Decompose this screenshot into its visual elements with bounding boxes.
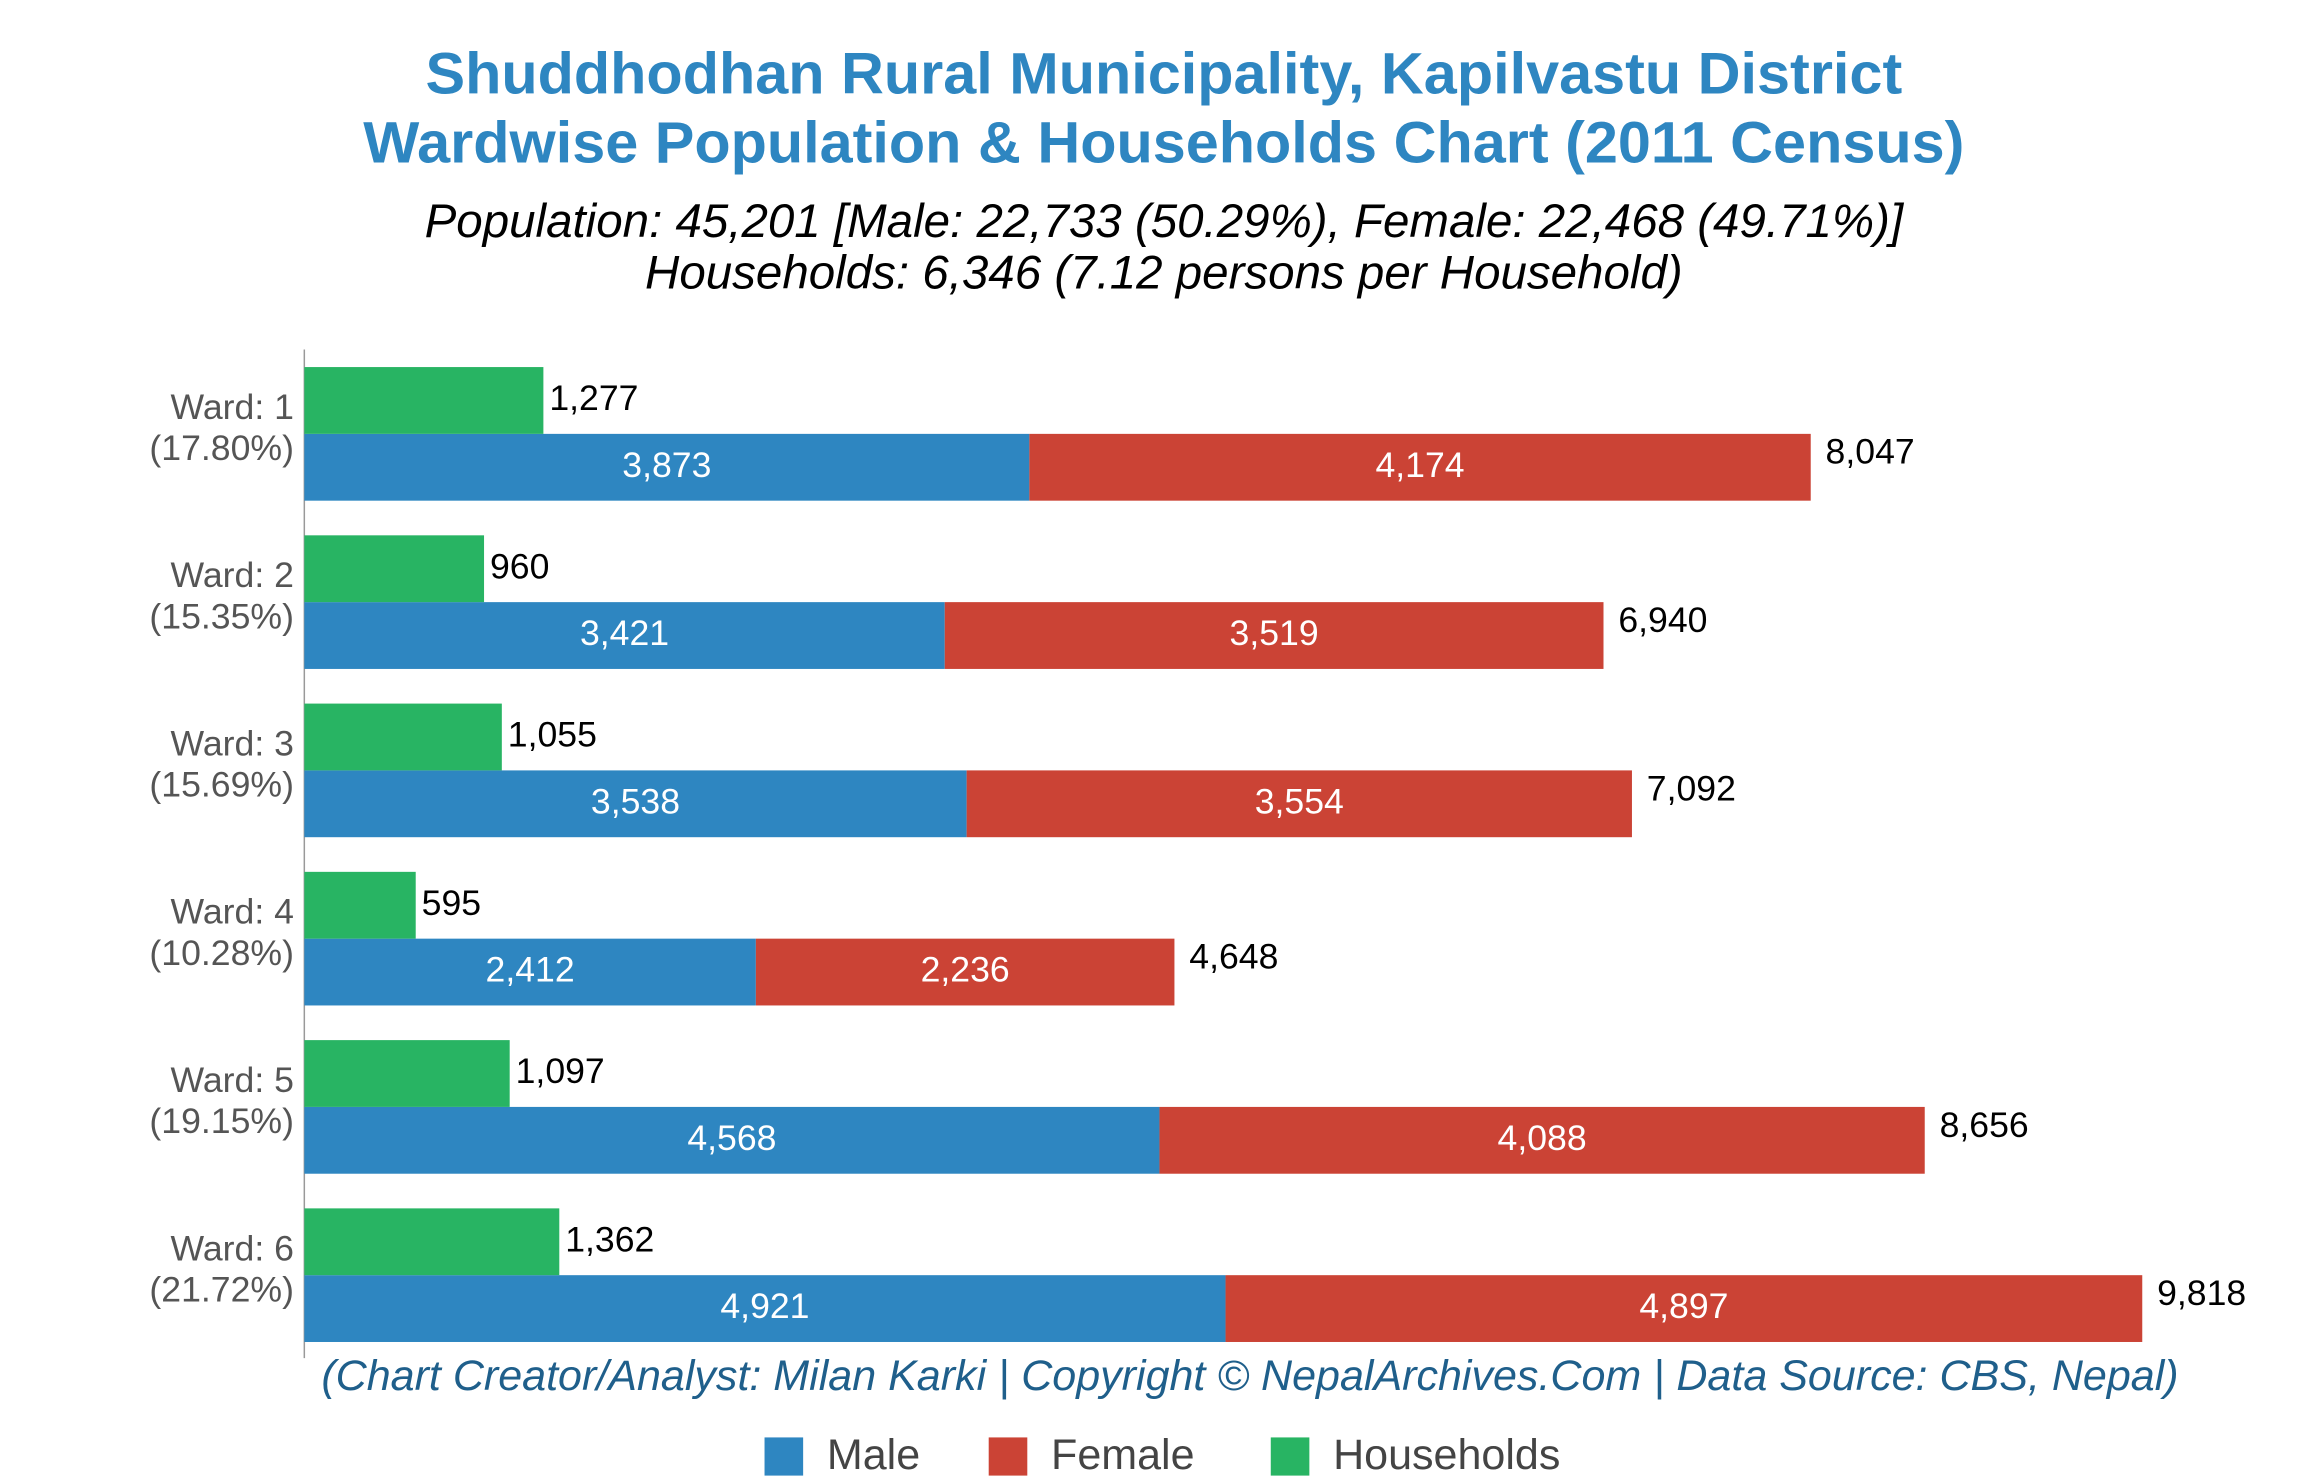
legend-label: Households: [1333, 1431, 1560, 1479]
footer: (Chart Creator/Analyst: Milan Karki | Co…: [321, 1352, 2178, 1400]
data-label: 1,277: [549, 378, 638, 418]
legend-label: Male: [827, 1431, 920, 1479]
chart-subtitle: Population: 45,201 [Male: 22,733 (50.29%…: [425, 195, 1905, 248]
data-label: 4,921: [720, 1286, 809, 1326]
chart-title: Shuddhodhan Rural Municipality, Kapilvas…: [426, 41, 1903, 107]
total-label: 4,648: [1189, 937, 1278, 977]
data-label: 3,519: [1230, 613, 1319, 653]
chart-title: Wardwise Population & Households Chart (…: [363, 110, 1964, 176]
data-label: 4,088: [1498, 1118, 1587, 1158]
total-label: 6,940: [1618, 600, 1707, 640]
legend-label: Female: [1051, 1431, 1195, 1479]
data-label: 2,236: [921, 950, 1010, 990]
y-tick-label: (10.28%): [149, 933, 294, 973]
bar: [304, 871, 416, 939]
total-label: 8,047: [1826, 432, 1915, 472]
y-tick-label: (17.80%): [149, 428, 294, 468]
y-tick-label: Ward: 6: [171, 1228, 294, 1268]
data-label: 2,412: [486, 950, 575, 990]
y-tick-label: (19.15%): [149, 1101, 294, 1141]
data-label: 1,097: [516, 1051, 605, 1091]
data-label: 4,174: [1375, 445, 1464, 485]
data-label: 3,538: [591, 782, 680, 822]
data-label: 1,055: [508, 715, 597, 755]
bar: [304, 602, 945, 669]
data-label: 960: [490, 547, 549, 587]
bar: [304, 535, 485, 603]
bar: [304, 703, 502, 771]
y-tick-label: (21.72%): [149, 1270, 294, 1310]
data-label: 4,897: [1639, 1286, 1728, 1326]
y-tick-label: Ward: 3: [171, 724, 294, 764]
y-tick-label: (15.35%): [149, 597, 294, 637]
data-label: 3,421: [580, 613, 669, 653]
bar: [304, 1106, 1160, 1174]
bar: [304, 938, 756, 1006]
data-label: 1,362: [565, 1220, 654, 1260]
bar: [944, 602, 1604, 669]
bar: [755, 938, 1175, 1006]
bar: [1159, 1106, 1925, 1174]
legend-swatch: [764, 1437, 804, 1476]
bar: [1029, 433, 1811, 501]
legend-swatch: [988, 1437, 1028, 1476]
total-label: 7,092: [1647, 768, 1736, 808]
bar: [304, 367, 544, 434]
y-tick-label: Ward: 2: [171, 555, 294, 595]
bar: [304, 770, 967, 838]
y-tick-label: Ward: 5: [171, 1060, 294, 1100]
data-label: 4,568: [687, 1118, 776, 1158]
data-label: 3,873: [622, 445, 711, 485]
bar: [966, 770, 1632, 838]
bar: [304, 1040, 510, 1107]
total-label: 8,656: [1940, 1105, 2029, 1145]
y-tick-label: Ward: 1: [171, 387, 294, 427]
y-tick-label: (15.69%): [149, 765, 294, 805]
data-label: 3,554: [1255, 782, 1344, 822]
legend-swatch: [1270, 1437, 1310, 1476]
data-label: 595: [422, 883, 481, 923]
bar: [304, 1275, 1226, 1342]
chart-subtitle: Households: 6,346 (7.12 persons per Hous…: [645, 247, 1683, 300]
bar: [1225, 1275, 2143, 1342]
total-label: 9,818: [2157, 1273, 2246, 1313]
y-tick-label: Ward: 4: [171, 892, 294, 932]
bar: [304, 1208, 560, 1276]
bar: [304, 433, 1030, 501]
